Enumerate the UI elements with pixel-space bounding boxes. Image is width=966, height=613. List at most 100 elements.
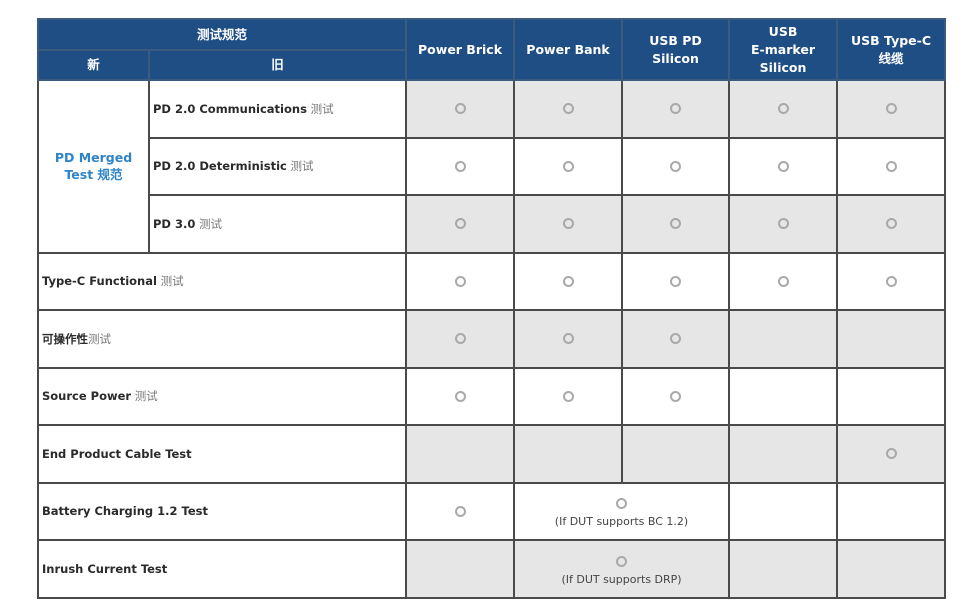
support-cell: [513, 424, 624, 484]
support-cell: [621, 251, 731, 311]
row-label: PD 2.0 Deterministic 测试: [147, 136, 408, 196]
support-cell: [728, 539, 839, 599]
support-cell: [728, 136, 839, 196]
supported-circle-icon: [562, 103, 574, 115]
support-cell: (If DUT supports BC 1.2): [513, 481, 731, 541]
supported-circle-icon: [777, 218, 789, 230]
support-cell: [836, 539, 947, 599]
supported-circle-icon: [562, 218, 574, 230]
supported-circle-icon: [777, 160, 789, 172]
supported-circle-icon: [670, 218, 682, 230]
column-header-new: 新: [37, 49, 150, 81]
support-cell: [513, 251, 624, 311]
row-label-text: End Product Cable Test: [42, 446, 192, 461]
table-row: PD 3.0 测试: [38, 194, 947, 254]
supported-circle-icon: [777, 103, 789, 115]
row-label: Battery Charging 1.2 Test: [36, 481, 408, 541]
condition-note: (If DUT supports BC 1.2): [554, 515, 689, 529]
test-spec-table: 测试规范 Power Brick Power Bank USB PD Silic…: [36, 18, 947, 599]
row-label-suffix: 测试: [306, 101, 334, 116]
row-label-text: Inrush Current Test: [42, 561, 168, 576]
supported-circle-icon: [562, 390, 574, 402]
support-cell: [405, 309, 516, 369]
row-label: Inrush Current Test: [36, 539, 408, 599]
table-row: End Product Cable Test: [36, 424, 947, 484]
support-cell: [405, 539, 516, 599]
support-cell: [836, 194, 947, 254]
row-label-text: Source Power: [42, 389, 132, 404]
column-header-usb-pd-silicon: USB PD Silicon: [621, 18, 731, 81]
supported-circle-icon: [454, 103, 466, 115]
support-cell: [405, 481, 516, 541]
supported-circle-icon: [885, 218, 897, 230]
supported-circle-icon: [454, 390, 466, 402]
supported-circle-icon: [670, 275, 682, 287]
support-cell: [621, 366, 731, 426]
row-label-suffix: 测试: [286, 159, 314, 174]
support-cell: [728, 194, 839, 254]
support-cell: [836, 481, 947, 541]
row-label-text: Battery Charging 1.2 Test: [42, 504, 208, 519]
support-cell: [513, 79, 624, 139]
support-cell: [513, 309, 624, 369]
support-cell: [728, 366, 839, 426]
support-cell: [621, 136, 731, 196]
supported-circle-icon: [670, 333, 682, 345]
supported-circle-icon: [885, 275, 897, 287]
support-cell: [728, 481, 839, 541]
row-label: PD 2.0 Communications 测试: [147, 79, 408, 139]
support-cell: [621, 424, 731, 484]
support-cell: [405, 366, 516, 426]
support-cell: [836, 79, 947, 139]
support-cell: [621, 79, 731, 139]
column-header-emarker-silicon: USB E-marker Silicon: [728, 18, 839, 81]
row-label: PD 3.0 测试: [147, 194, 408, 254]
supported-circle-icon: [562, 333, 574, 345]
support-cell: [513, 194, 624, 254]
column-header-type-c-cable: USB Type-C 线缆: [836, 18, 947, 81]
support-cell: [513, 136, 624, 196]
support-cell: [836, 366, 947, 426]
row-label-suffix: 测试: [88, 331, 111, 346]
supported-circle-icon: [454, 333, 466, 345]
support-cell: [836, 136, 947, 196]
supported-circle-icon: [885, 448, 897, 460]
support-cell: [405, 194, 516, 254]
table-row: PD 2.0 Deterministic 测试: [38, 136, 947, 196]
row-label: End Product Cable Test: [36, 424, 408, 484]
column-header-power-brick: Power Brick: [405, 18, 516, 81]
supported-circle-icon: [454, 160, 466, 172]
row-label-text: PD 2.0 Communications: [153, 101, 307, 116]
row-label-text: 可操作性: [42, 331, 88, 346]
condition-note: (If DUT supports DRP): [561, 572, 682, 586]
table-row: Battery Charging 1.2 Test (If DUT support…: [36, 481, 947, 541]
table-row: Type-C Functional 测试: [36, 251, 947, 311]
row-label-suffix: 测试: [131, 389, 158, 404]
support-cell: [621, 194, 731, 254]
row-label: Type-C Functional 测试: [36, 251, 408, 311]
table-row: Source Power 测试: [36, 366, 947, 426]
support-cell: [836, 424, 947, 484]
support-cell: [836, 251, 947, 311]
support-cell: [513, 366, 624, 426]
support-cell: [405, 79, 516, 139]
table-row: PD Merged Test 规范 PD 2.0 Communications 测…: [37, 79, 947, 254]
supported-circle-icon: [885, 160, 897, 172]
merged-group-label: PD Merged Test 规范: [37, 79, 150, 254]
support-cell: [405, 424, 516, 484]
table-body: PD Merged Test 规范 PD 2.0 Communications 测…: [36, 79, 947, 599]
supported-circle-icon: [562, 275, 574, 287]
column-header-power-bank: Power Bank: [513, 18, 624, 81]
supported-circle-icon: [616, 498, 628, 510]
column-header-old: 旧: [147, 49, 408, 81]
table-row: Inrush Current Test (If DUT supports DRP): [36, 539, 947, 599]
support-cell: [728, 79, 839, 139]
row-label-suffix: 测试: [195, 216, 223, 231]
support-cell: [728, 424, 839, 484]
supported-circle-icon: [670, 103, 682, 115]
supported-circle-icon: [670, 160, 682, 172]
supported-circle-icon: [454, 505, 466, 517]
support-cell: (If DUT supports DRP): [513, 539, 731, 599]
row-label-text: Type-C Functional: [42, 274, 157, 289]
supported-circle-icon: [885, 103, 897, 115]
